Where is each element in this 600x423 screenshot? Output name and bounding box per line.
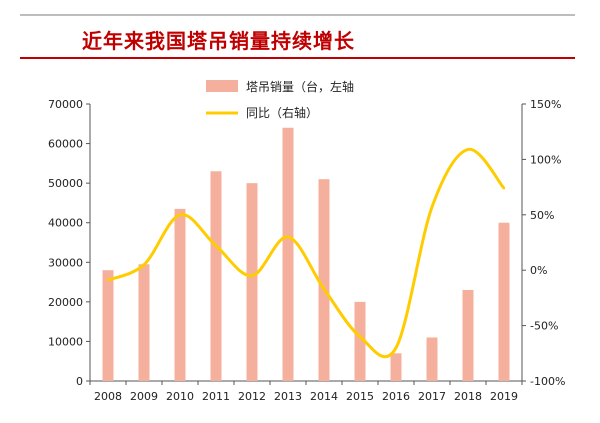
yoy-point: [358, 335, 362, 338]
x-tick-label: 2019: [490, 390, 518, 403]
bar: [462, 289, 474, 381]
bar: [354, 301, 366, 381]
x-tick-label: 2009: [130, 390, 158, 403]
x-tick-label: 2014: [310, 390, 338, 403]
yoy-point: [394, 346, 398, 349]
x-tick-label: 2018: [454, 390, 482, 403]
bar: [498, 222, 510, 381]
left-tick-label: 30000: [48, 256, 83, 269]
x-tick-label: 2016: [382, 390, 410, 403]
right-tick-label: 150%: [530, 98, 561, 111]
right-tick-label: 50%: [530, 209, 554, 222]
yoy-point: [466, 148, 470, 151]
yoy-point: [178, 213, 182, 216]
bar-series: [102, 127, 510, 381]
right-tick-label: -100%: [530, 375, 565, 388]
right-tick-label: 0%: [530, 264, 547, 277]
x-tick-label: 2011: [202, 390, 230, 403]
x-tick-label: 2015: [346, 390, 374, 403]
left-tick-label: 20000: [48, 296, 83, 309]
chart-title: 近年来我国塔吊销量持续增长: [82, 29, 355, 53]
left-tick-label: 10000: [48, 335, 83, 348]
left-tick-label: 0: [76, 375, 83, 388]
bar: [102, 270, 114, 381]
left-tick-label: 60000: [48, 138, 83, 151]
x-tick-label: 2008: [94, 390, 122, 403]
x-tick-label: 2017: [418, 390, 446, 403]
legend-bar-label: 塔吊销量（台，左轴: [246, 79, 354, 94]
legend-bar-swatch: [206, 80, 238, 92]
bar: [426, 337, 438, 381]
left-tick-label: 40000: [48, 217, 83, 230]
right-tick-label: -50%: [530, 320, 558, 333]
yoy-point: [142, 263, 146, 266]
bar: [390, 353, 402, 381]
yoy-point: [430, 205, 434, 209]
x-tick-label: 2013: [274, 390, 302, 403]
bar: [318, 179, 330, 381]
bar: [210, 171, 222, 381]
yoy-point: [322, 287, 326, 291]
yoy-point: [250, 274, 254, 277]
left-tick-label: 70000: [48, 98, 83, 111]
left-tick-label: 50000: [48, 177, 83, 190]
legend-line-label: 同比（右轴）: [246, 105, 318, 120]
bar: [282, 127, 294, 381]
top-rule: [20, 14, 575, 16]
yoy-point: [214, 244, 218, 248]
yoy-point: [502, 187, 506, 190]
yoy-point: [286, 235, 290, 239]
x-tick-label: 2012: [238, 390, 266, 403]
bar: [138, 264, 150, 381]
x-tick-label: 2010: [166, 390, 194, 403]
yoy-line: [107, 147, 506, 359]
axes: 0 10000 20000 30000 40000 50000 60000 70000 -100…: [48, 98, 565, 403]
yoy-point: [106, 278, 110, 282]
bar: [246, 183, 258, 381]
title-underline: [20, 57, 575, 59]
bar: [174, 208, 186, 381]
line-series: [106, 147, 506, 359]
right-tick-label: 100%: [530, 153, 561, 166]
